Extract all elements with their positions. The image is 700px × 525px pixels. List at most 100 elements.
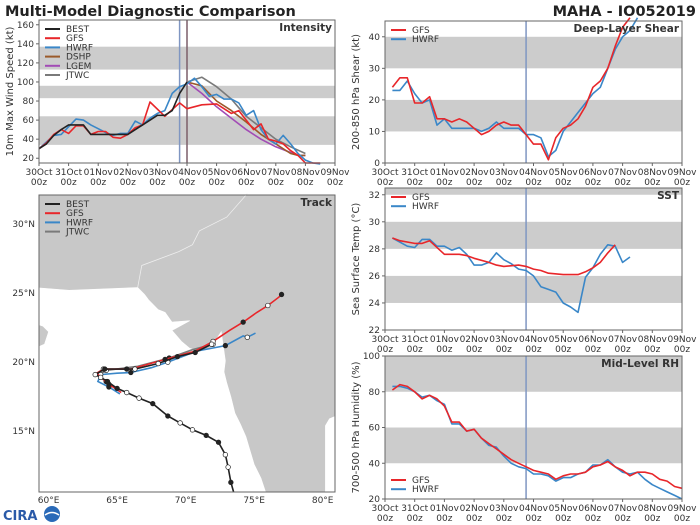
legend-label: GFS: [412, 193, 430, 203]
y-tick-label: 60: [23, 116, 35, 126]
y-tick-label: 0: [374, 159, 380, 169]
x-tick-label: 03Nov: [489, 504, 519, 514]
y-tick-label: 40: [369, 33, 381, 43]
x-tick-label: 03Nov: [489, 335, 519, 345]
legend-label: BEST: [66, 25, 90, 35]
rh-panel: 2040608010030Oct00z31Oct00z01Nov00z02Nov…: [351, 352, 697, 524]
panel-title: SST: [657, 190, 680, 202]
shear-panel: 01020304030Oct00z31Oct00z01Nov00z02Nov00…: [351, 17, 697, 188]
figure-title: Multi-Model Diagnostic Comparison: [5, 4, 296, 20]
series-line-jtwc: [186, 76, 306, 155]
track-point: [114, 385, 120, 392]
x-tick-sublabel: 00z: [407, 178, 423, 188]
x-tick-sublabel: 00z: [120, 178, 136, 188]
x-tick-label: 09Nov: [667, 168, 697, 178]
lon-tick-label: 60°E: [38, 496, 60, 506]
x-tick-sublabel: 00z: [525, 514, 541, 524]
x-tick-sublabel: 00z: [31, 178, 47, 188]
x-tick-label: 08Nov: [638, 335, 668, 345]
x-tick-label: 06Nov: [578, 335, 608, 345]
track-point: [265, 302, 271, 309]
x-tick-label: 05Nov: [202, 168, 232, 178]
x-tick-sublabel: 00z: [436, 514, 452, 524]
x-tick-label: 31Oct: [55, 168, 82, 178]
legend-label: HWRF: [412, 485, 439, 495]
shaded-band: [385, 188, 682, 195]
x-tick-sublabel: 00z: [407, 345, 423, 355]
x-tick-label: 07Nov: [608, 335, 638, 345]
x-tick-label: 02Nov: [460, 335, 490, 345]
x-tick-sublabel: 00z: [555, 514, 571, 524]
track-point: [165, 413, 171, 419]
track-point: [124, 389, 130, 396]
y-tick-label: 28: [369, 245, 381, 255]
cira-logo-text: CIRA: [3, 509, 37, 524]
x-tick-label: 07Nov: [608, 504, 638, 514]
legend-label: LGEM: [66, 62, 91, 72]
x-tick-label: 31Oct: [401, 168, 428, 178]
intensity-panel: 2040608010012014016030Oct00z31Oct00z01No…: [5, 19, 350, 188]
track-point: [150, 400, 156, 407]
legend-label: GFS: [66, 209, 84, 219]
storm-id: MAHA - IO052019: [553, 4, 696, 20]
legend-label: HWRF: [412, 202, 439, 212]
track-best: [92, 341, 235, 492]
legend-label: GFS: [412, 476, 430, 486]
x-tick-sublabel: 00z: [555, 345, 571, 355]
x-tick-sublabel: 00z: [615, 514, 631, 524]
y-axis-label: 700-500 hPa Humidity (%): [351, 361, 362, 493]
x-tick-label: 08Nov: [638, 168, 668, 178]
x-tick-sublabel: 00z: [466, 514, 482, 524]
sst-panel: 22242628303230Oct00z31Oct00z01Nov00z02No…: [351, 187, 697, 355]
x-tick-label: 08Nov: [291, 168, 321, 178]
track-point: [222, 342, 229, 349]
x-tick-sublabel: 00z: [327, 178, 343, 188]
x-tick-label: 01Nov: [430, 168, 460, 178]
y-tick-label: 24: [369, 299, 381, 309]
track-point: [104, 378, 111, 385]
series-line-gfs: [392, 237, 616, 276]
x-tick-sublabel: 00z: [297, 178, 313, 188]
x-tick-label: 31Oct: [401, 335, 428, 345]
track-point: [174, 353, 181, 360]
track-point: [128, 369, 134, 376]
y-tick-label: 22: [369, 326, 380, 336]
lat-tick-label: 15°N: [12, 427, 35, 437]
legend-label: HWRF: [412, 35, 439, 45]
lon-tick-label: 70°E: [175, 496, 197, 506]
x-tick-sublabel: 00z: [61, 178, 77, 188]
x-tick-sublabel: 00z: [436, 178, 452, 188]
land-oman: [39, 324, 49, 347]
track-point: [278, 291, 285, 298]
x-tick-label: 02Nov: [113, 168, 143, 178]
track-point: [222, 452, 229, 458]
y-tick-label: 100: [17, 78, 34, 88]
y-tick-label: 140: [17, 40, 34, 50]
x-tick-label: 06Nov: [232, 168, 262, 178]
x-tick-label: 30Oct: [371, 335, 398, 345]
map-frame: [38, 194, 336, 493]
x-tick-label: 06Nov: [578, 168, 608, 178]
y-axis-label: 10m Max Wind Speed (kt): [5, 26, 16, 156]
y-tick-label: 120: [17, 59, 34, 69]
track-point: [136, 395, 142, 401]
panel-title: Intensity: [279, 22, 332, 34]
legend-label: HWRF: [66, 43, 93, 53]
series-line-hwrf: [38, 77, 321, 165]
y-tick-label: 20: [23, 154, 35, 164]
x-tick-label: 07Nov: [261, 168, 291, 178]
track-point: [240, 319, 246, 325]
x-tick-sublabel: 00z: [407, 514, 423, 524]
lat-tick-label: 25°N: [12, 289, 35, 299]
x-tick-sublabel: 00z: [496, 345, 512, 355]
x-tick-sublabel: 00z: [525, 178, 541, 188]
x-tick-sublabel: 00z: [615, 178, 631, 188]
cira-logo: CIRA: [3, 506, 60, 524]
legend-label: JTWC: [65, 71, 89, 81]
y-tick-label: 160: [17, 21, 34, 31]
y-tick-label: 40: [369, 459, 381, 469]
x-tick-label: 09Nov: [667, 504, 697, 514]
x-tick-sublabel: 00z: [436, 345, 452, 355]
x-tick-sublabel: 00z: [377, 514, 393, 524]
